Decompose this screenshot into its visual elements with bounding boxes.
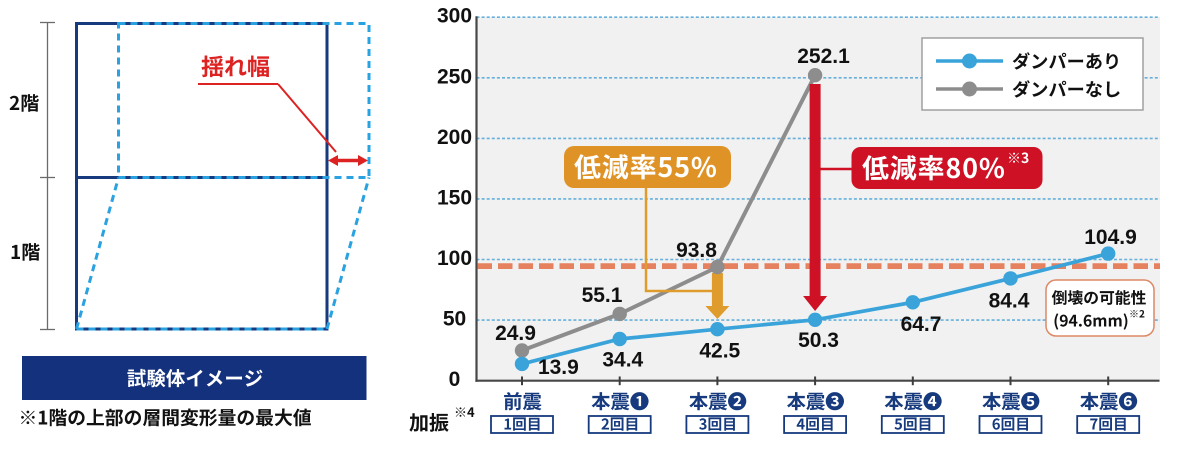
svg-text:50.3: 50.3 <box>798 329 839 352</box>
svg-text:24.9: 24.9 <box>495 322 536 345</box>
svg-text:0: 0 <box>449 368 461 391</box>
svg-text:250: 250 <box>437 65 472 88</box>
svg-text:84.4: 84.4 <box>989 290 1030 313</box>
svg-text:300: 300 <box>437 5 472 28</box>
svg-text:55.1: 55.1 <box>582 284 623 307</box>
svg-text:42.5: 42.5 <box>699 340 740 363</box>
svg-text:150: 150 <box>437 186 472 209</box>
svg-text:50: 50 <box>443 308 466 331</box>
svg-text:93.8: 93.8 <box>676 239 717 262</box>
svg-text:200: 200 <box>437 126 472 149</box>
svg-text:100: 100 <box>437 247 472 270</box>
svg-text:64.7: 64.7 <box>901 313 942 336</box>
svg-text:104.9: 104.9 <box>1084 226 1137 249</box>
svg-text:34.4: 34.4 <box>602 349 643 372</box>
svg-text:13.9: 13.9 <box>538 356 579 379</box>
svg-text:252.1: 252.1 <box>797 45 850 68</box>
